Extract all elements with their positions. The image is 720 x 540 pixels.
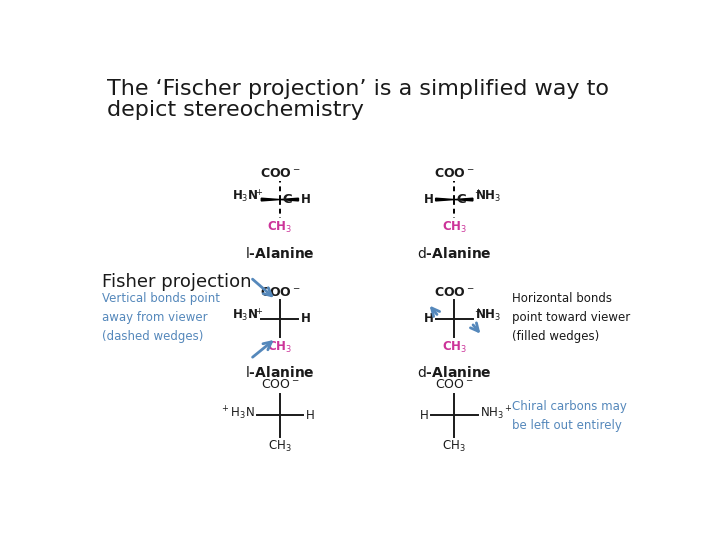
Text: +: + (474, 307, 481, 316)
Text: COO$^-$: COO$^-$ (260, 286, 300, 299)
Text: +: + (255, 188, 262, 197)
Text: The ‘Fischer projection’ is a simplified way to: The ‘Fischer projection’ is a simplified… (107, 79, 609, 99)
Text: $\mathsf{d}$-Alanine: $\mathsf{d}$-Alanine (417, 365, 492, 380)
Polygon shape (454, 198, 473, 201)
Text: COO$^-$: COO$^-$ (434, 166, 474, 179)
Text: depict stereochemistry: depict stereochemistry (107, 100, 364, 120)
Text: H: H (301, 313, 310, 326)
Text: COO$^-$: COO$^-$ (260, 166, 300, 179)
Text: NH$_3$: NH$_3$ (475, 189, 501, 204)
Text: Vertical bonds point
away from viewer
(dashed wedges): Vertical bonds point away from viewer (d… (102, 292, 220, 343)
Text: CH$_3$: CH$_3$ (442, 439, 466, 454)
Text: CH$_3$: CH$_3$ (441, 340, 467, 355)
Text: CH$_3$: CH$_3$ (441, 220, 467, 235)
Text: H: H (305, 409, 314, 422)
Text: +: + (255, 307, 262, 316)
Text: Chiral carbons may
be left out entirely: Chiral carbons may be left out entirely (513, 400, 627, 432)
Text: H: H (423, 193, 433, 206)
Text: H$_3$N: H$_3$N (232, 308, 258, 323)
Text: COO$^-$: COO$^-$ (434, 286, 474, 299)
Text: COO$^-$: COO$^-$ (435, 379, 474, 392)
Text: +: + (474, 188, 481, 197)
Text: NH$_3$$^+$: NH$_3$$^+$ (480, 404, 513, 422)
Polygon shape (280, 198, 299, 201)
Text: $\mathsf{l}$-Alanine: $\mathsf{l}$-Alanine (245, 365, 315, 380)
Text: NH$_3$: NH$_3$ (475, 308, 501, 323)
Text: CH$_3$: CH$_3$ (268, 439, 292, 454)
Polygon shape (261, 198, 280, 201)
Text: H$_3$N: H$_3$N (232, 189, 258, 204)
Text: H: H (423, 313, 433, 326)
Text: CH$_3$: CH$_3$ (267, 340, 292, 355)
Polygon shape (436, 198, 454, 201)
Text: COO$^-$: COO$^-$ (261, 379, 300, 392)
Text: $\mathsf{l}$-Alanine: $\mathsf{l}$-Alanine (245, 246, 315, 261)
Text: C: C (456, 193, 467, 206)
Text: $^+$H$_3$N: $^+$H$_3$N (220, 404, 254, 422)
Text: CH$_3$: CH$_3$ (267, 220, 292, 235)
Text: C: C (282, 193, 292, 206)
Text: Fisher projection: Fisher projection (102, 273, 251, 291)
Text: $\mathsf{d}$-Alanine: $\mathsf{d}$-Alanine (417, 246, 492, 261)
Text: H: H (301, 193, 310, 206)
Text: Horizontal bonds
point toward viewer
(filled wedges): Horizontal bonds point toward viewer (fi… (513, 292, 631, 343)
Text: H: H (420, 409, 428, 422)
